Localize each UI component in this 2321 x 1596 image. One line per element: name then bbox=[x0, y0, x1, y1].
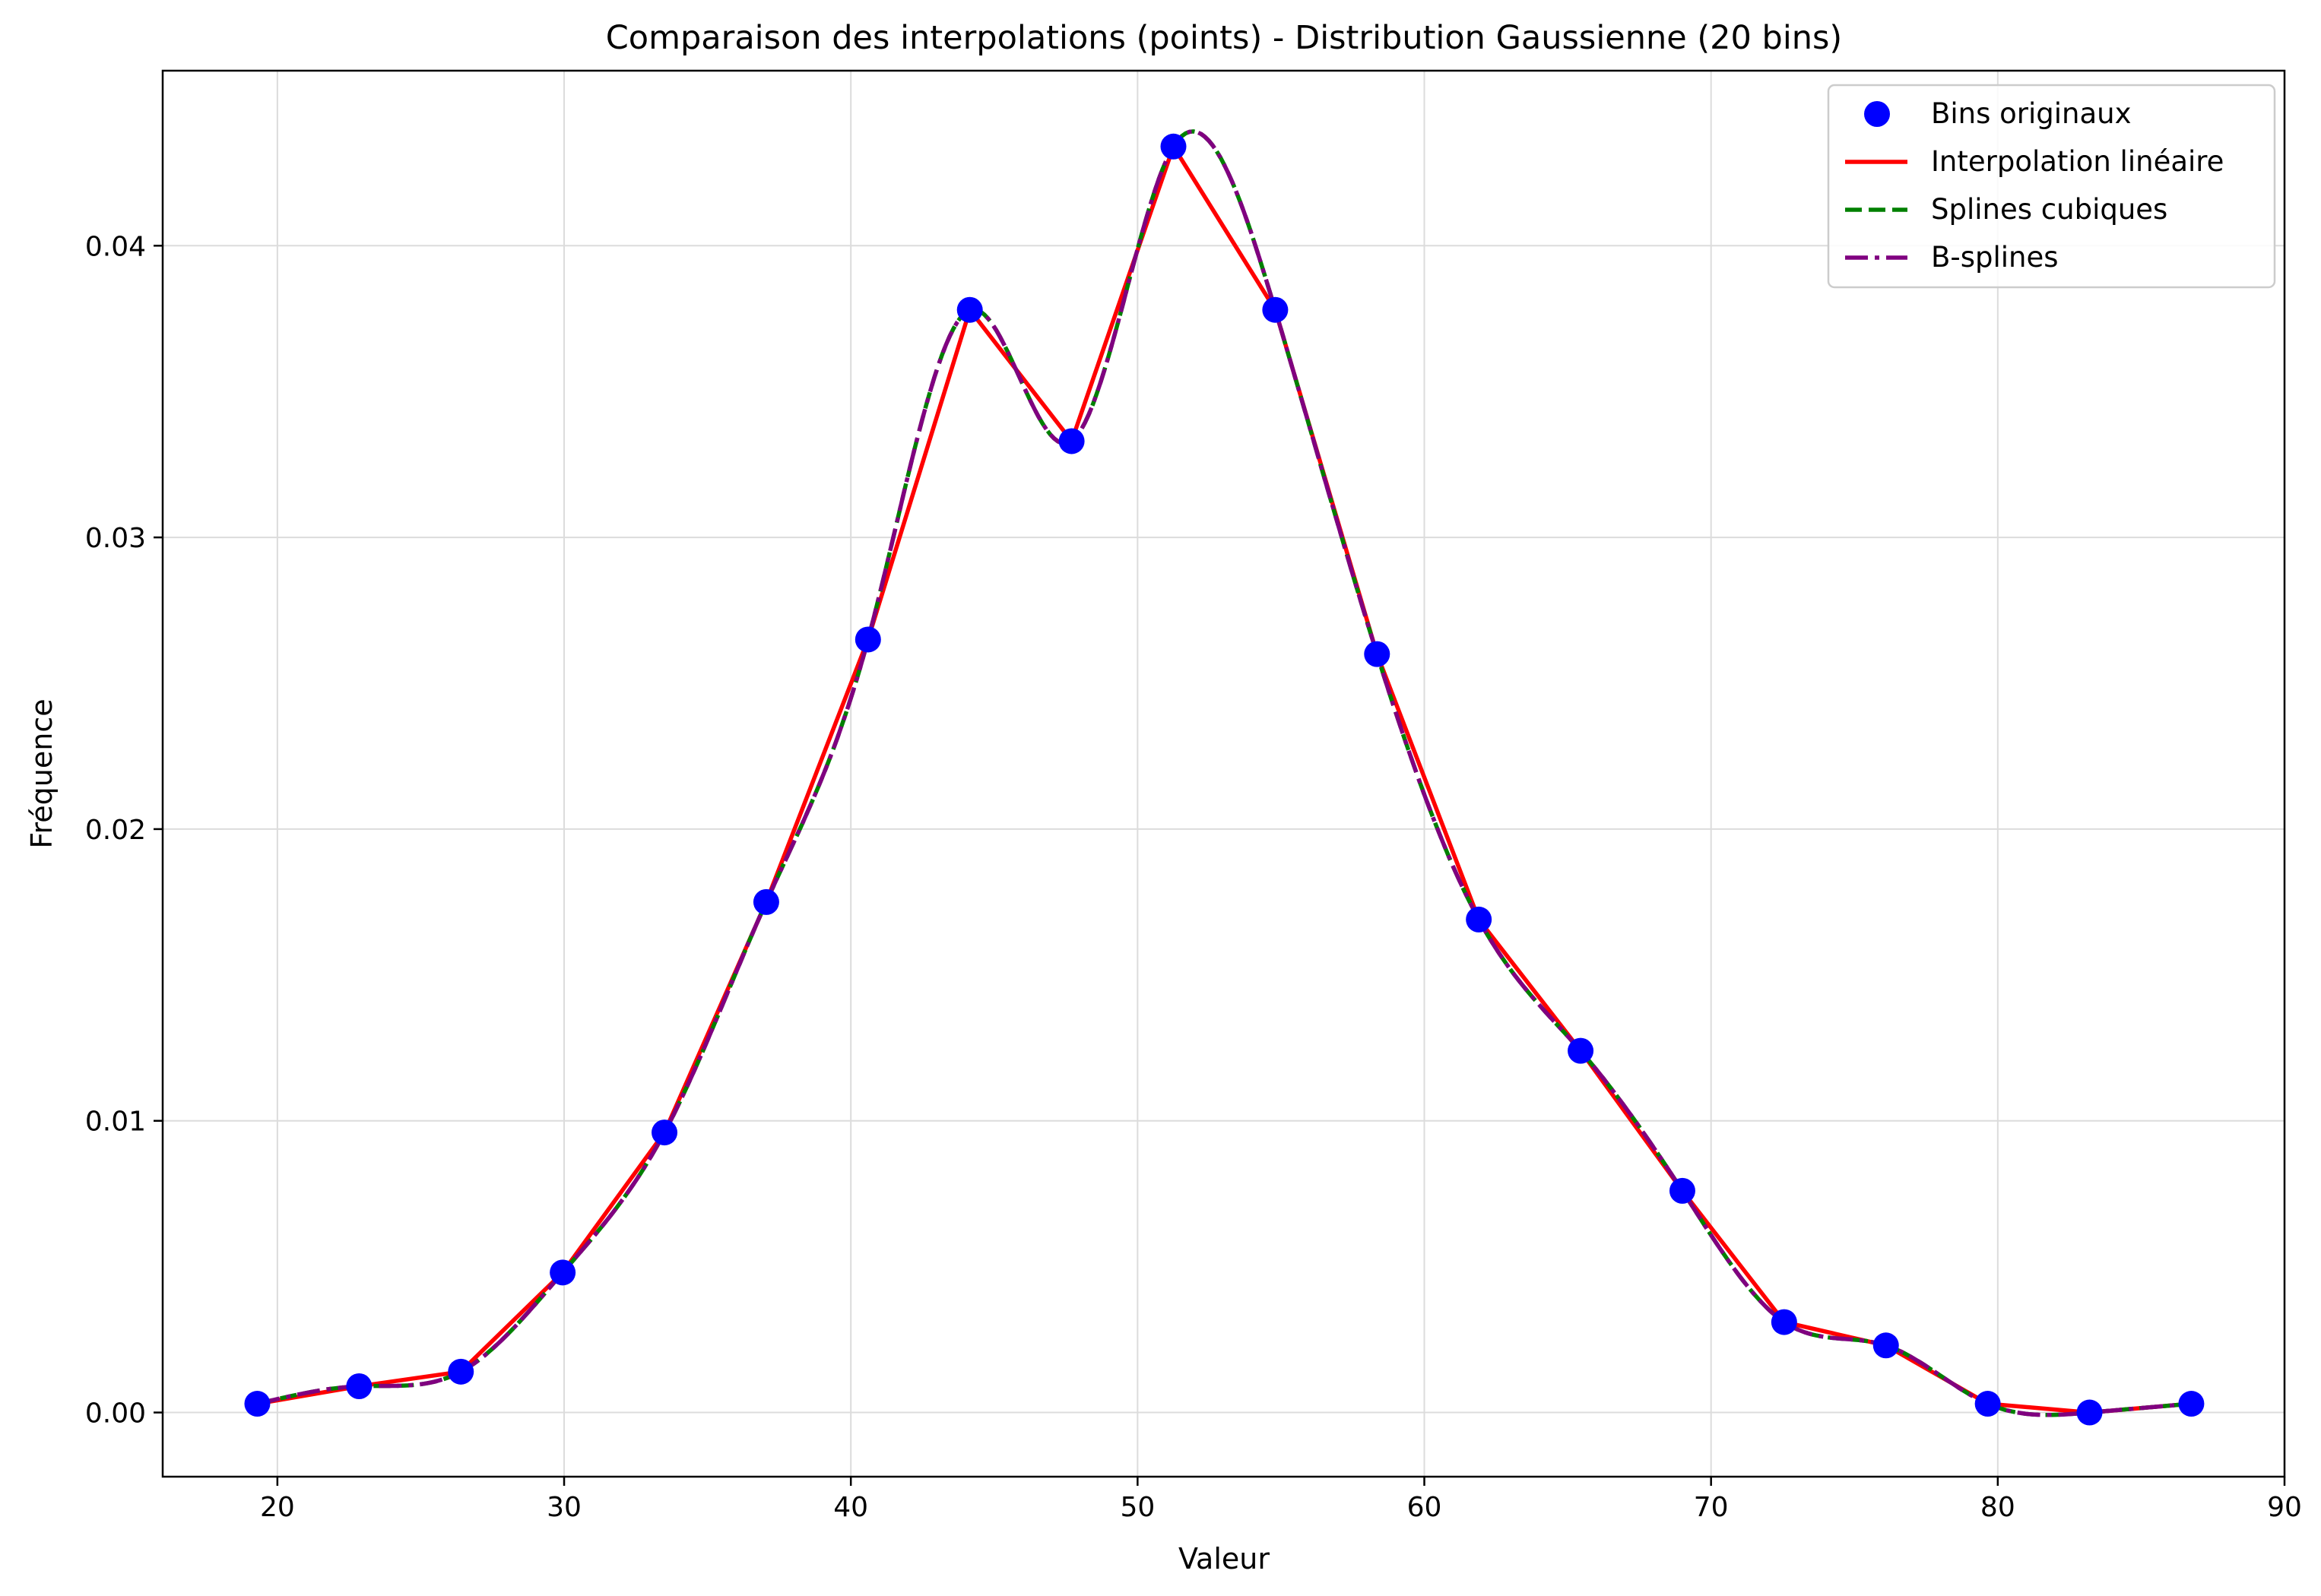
legend: Bins originaux Interpolation linéaire Spli… bbox=[1827, 84, 2276, 289]
legend-label: Interpolation linéaire bbox=[1931, 145, 2224, 178]
x-tick-label: 60 bbox=[1407, 1492, 1442, 1523]
legend-marker-bins bbox=[1864, 101, 1890, 127]
data-point bbox=[1364, 641, 1390, 667]
data-point bbox=[956, 296, 983, 323]
y-tick-label: 0.01 bbox=[85, 1107, 146, 1138]
x-tick-label: 40 bbox=[833, 1492, 868, 1523]
x-tick-label: 90 bbox=[2267, 1492, 2302, 1523]
data-point bbox=[2076, 1399, 2103, 1426]
x-tick-label: 30 bbox=[547, 1492, 582, 1523]
data-point bbox=[244, 1391, 271, 1417]
data-point bbox=[1160, 133, 1187, 160]
data-point bbox=[1466, 906, 1492, 933]
series-line-bspline bbox=[256, 129, 2192, 1417]
y-tick-label: 0.04 bbox=[85, 231, 146, 262]
data-point bbox=[2178, 1391, 2205, 1417]
y-axis-label: Fréquence bbox=[25, 698, 59, 848]
data-point bbox=[652, 1119, 678, 1146]
legend-box bbox=[1827, 84, 2276, 289]
y-tick-label: 0.02 bbox=[85, 815, 146, 846]
series-line-linear bbox=[257, 144, 2192, 1415]
legend-label: Bins originaux bbox=[1931, 97, 2132, 130]
data-point bbox=[550, 1259, 576, 1286]
data-point bbox=[1058, 428, 1085, 454]
x-tick-label: 20 bbox=[260, 1492, 295, 1523]
legend-label: Splines cubiques bbox=[1931, 193, 2167, 226]
data-point bbox=[753, 888, 779, 915]
axes-ticks: 20 30 40 50 60 70 80 90 0.00 0.01 0.02 0.03 0.04 bbox=[85, 231, 2302, 1523]
plot-area bbox=[244, 129, 2205, 1426]
data-point bbox=[1771, 1309, 1797, 1335]
data-point bbox=[1974, 1391, 2001, 1417]
data-point bbox=[346, 1373, 373, 1400]
chart-title: Comparaison des interpolations (points) … bbox=[606, 19, 1842, 57]
x-tick-label: 50 bbox=[1120, 1492, 1155, 1523]
x-axis-label: Valeur bbox=[1178, 1542, 1270, 1575]
data-point bbox=[448, 1358, 474, 1385]
plot-frame bbox=[161, 69, 2286, 1478]
data-point bbox=[1872, 1332, 1899, 1359]
y-tick-label: 0.03 bbox=[85, 523, 146, 554]
data-point bbox=[1669, 1177, 1695, 1204]
y-tick-label: 0.00 bbox=[85, 1398, 146, 1430]
data-point bbox=[1262, 296, 1289, 323]
x-tick-label: 70 bbox=[1694, 1492, 1729, 1523]
x-tick-label: 80 bbox=[1980, 1492, 2015, 1523]
data-point bbox=[1568, 1037, 1594, 1064]
legend-label: B-splines bbox=[1931, 241, 2059, 274]
data-point bbox=[855, 626, 881, 653]
